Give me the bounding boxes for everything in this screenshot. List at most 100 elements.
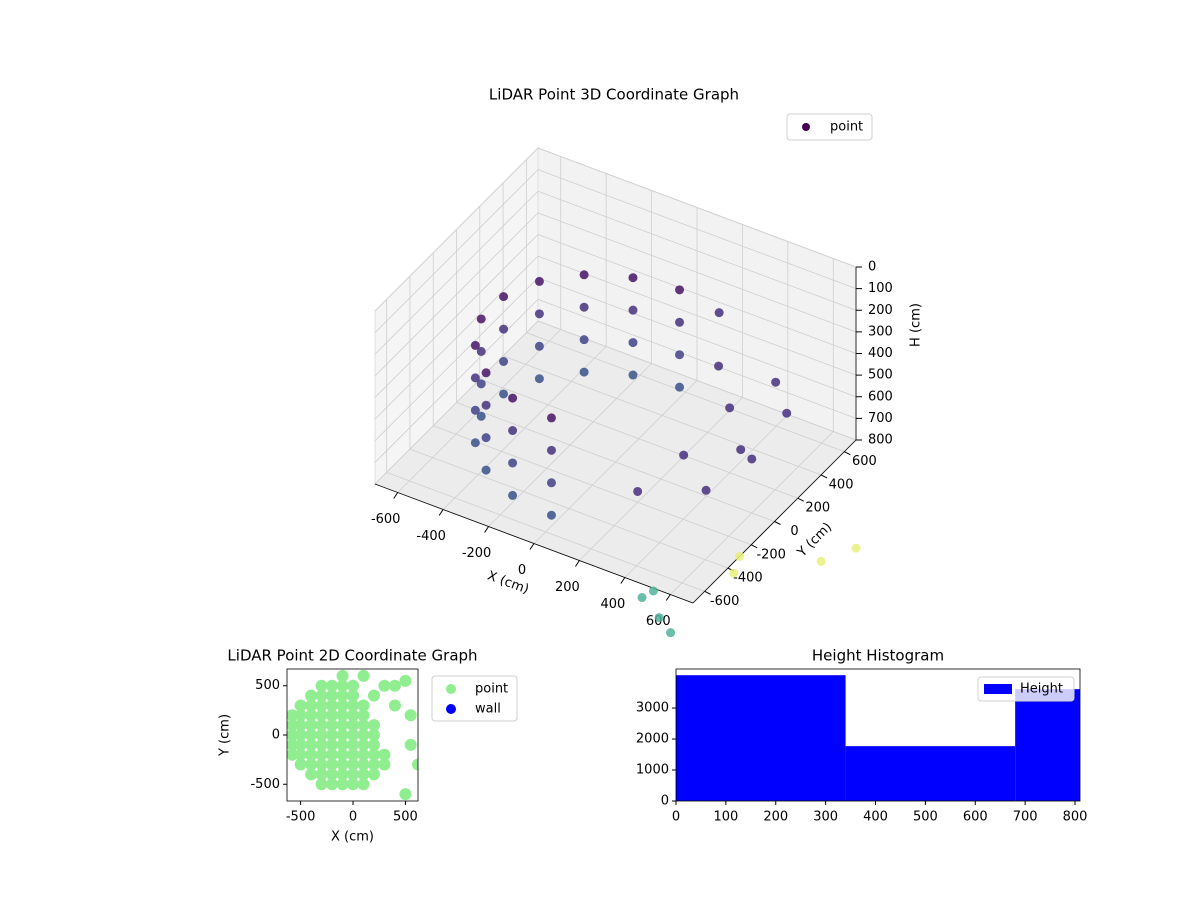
grid-line <box>374 190 539 355</box>
point <box>326 709 339 722</box>
bar <box>845 746 1016 801</box>
point <box>336 699 349 712</box>
grid-line <box>374 277 539 442</box>
point <box>326 778 339 791</box>
point <box>336 778 349 791</box>
point <box>470 340 480 350</box>
z-tick-label: 100 <box>868 281 893 296</box>
point <box>747 454 757 464</box>
grid-line <box>374 320 539 485</box>
y-tick <box>844 451 851 456</box>
point <box>579 302 589 312</box>
x-tick-label: 400 <box>600 597 625 612</box>
point <box>481 368 491 378</box>
point <box>481 465 491 475</box>
bar <box>676 675 846 801</box>
point <box>378 679 391 692</box>
point <box>294 729 307 741</box>
point <box>534 309 544 319</box>
y-tick-label: 1000 <box>636 763 669 778</box>
point <box>357 669 370 682</box>
legend-box <box>786 113 873 141</box>
x-tick <box>665 594 671 601</box>
x-tick-label: 800 <box>1063 810 1088 825</box>
legend-marker <box>446 704 456 714</box>
point <box>648 586 658 596</box>
point <box>347 679 360 692</box>
y-tick-label: 200 <box>805 501 830 516</box>
point <box>399 788 412 801</box>
z-tick-label: 400 <box>868 346 893 361</box>
point <box>347 758 360 771</box>
legend-marker <box>984 684 1012 694</box>
y-tick <box>774 521 781 525</box>
point <box>315 768 328 781</box>
y-tick-label: 400 <box>829 477 854 492</box>
y-axis <box>692 439 857 604</box>
x-tick-label: -200 <box>462 546 492 561</box>
legend-box <box>977 676 1075 702</box>
y-tick-label: 500 <box>255 678 280 693</box>
point <box>628 273 638 283</box>
point <box>347 748 360 761</box>
point <box>378 758 391 771</box>
point <box>476 314 486 324</box>
point <box>326 689 339 702</box>
point <box>508 426 518 436</box>
point <box>701 485 711 495</box>
point <box>336 709 349 722</box>
x-tick-label: -600 <box>371 512 401 527</box>
point <box>336 758 349 771</box>
point <box>336 669 349 682</box>
point <box>357 748 370 761</box>
y-tick-label: 3000 <box>636 701 669 716</box>
grid-line <box>537 169 857 289</box>
point <box>347 778 360 791</box>
point <box>305 729 318 741</box>
x-axis <box>374 483 694 604</box>
point <box>470 438 480 448</box>
x-tick-label: 700 <box>1013 810 1038 825</box>
y-tick-label: 0 <box>272 728 280 743</box>
grid-line <box>374 255 539 420</box>
point <box>725 403 735 413</box>
point <box>305 768 318 781</box>
grid-line <box>537 299 857 419</box>
grid-line <box>526 332 845 453</box>
point <box>326 758 339 771</box>
point <box>315 778 328 791</box>
point <box>357 729 370 741</box>
point <box>771 377 781 387</box>
y-tick-label: -400 <box>733 571 763 586</box>
x-tick-label: 500 <box>393 810 418 825</box>
x-tick <box>529 543 535 550</box>
plot-area <box>676 675 1080 801</box>
point <box>546 413 556 423</box>
point <box>315 689 328 702</box>
point <box>666 628 676 638</box>
plot-area <box>287 669 418 801</box>
point <box>816 556 826 566</box>
point <box>357 768 370 781</box>
y-tick-label: -200 <box>756 547 786 562</box>
point <box>336 679 349 692</box>
point <box>404 738 417 751</box>
point <box>367 748 380 761</box>
point <box>315 719 328 732</box>
x-axis-label: X (cm) <box>331 830 374 845</box>
point <box>336 748 349 761</box>
point <box>336 738 349 751</box>
point <box>347 738 360 751</box>
point <box>729 568 739 578</box>
point <box>714 308 724 318</box>
grid-line <box>537 147 857 268</box>
point <box>305 699 318 712</box>
point <box>305 748 318 761</box>
grid-line <box>537 255 857 376</box>
point <box>367 738 380 751</box>
z-tick-label: 800 <box>868 433 893 448</box>
z-tick-label: 300 <box>868 324 893 339</box>
point <box>675 285 685 295</box>
grid-line <box>537 234 857 354</box>
x-tick-label: 600 <box>963 810 988 825</box>
